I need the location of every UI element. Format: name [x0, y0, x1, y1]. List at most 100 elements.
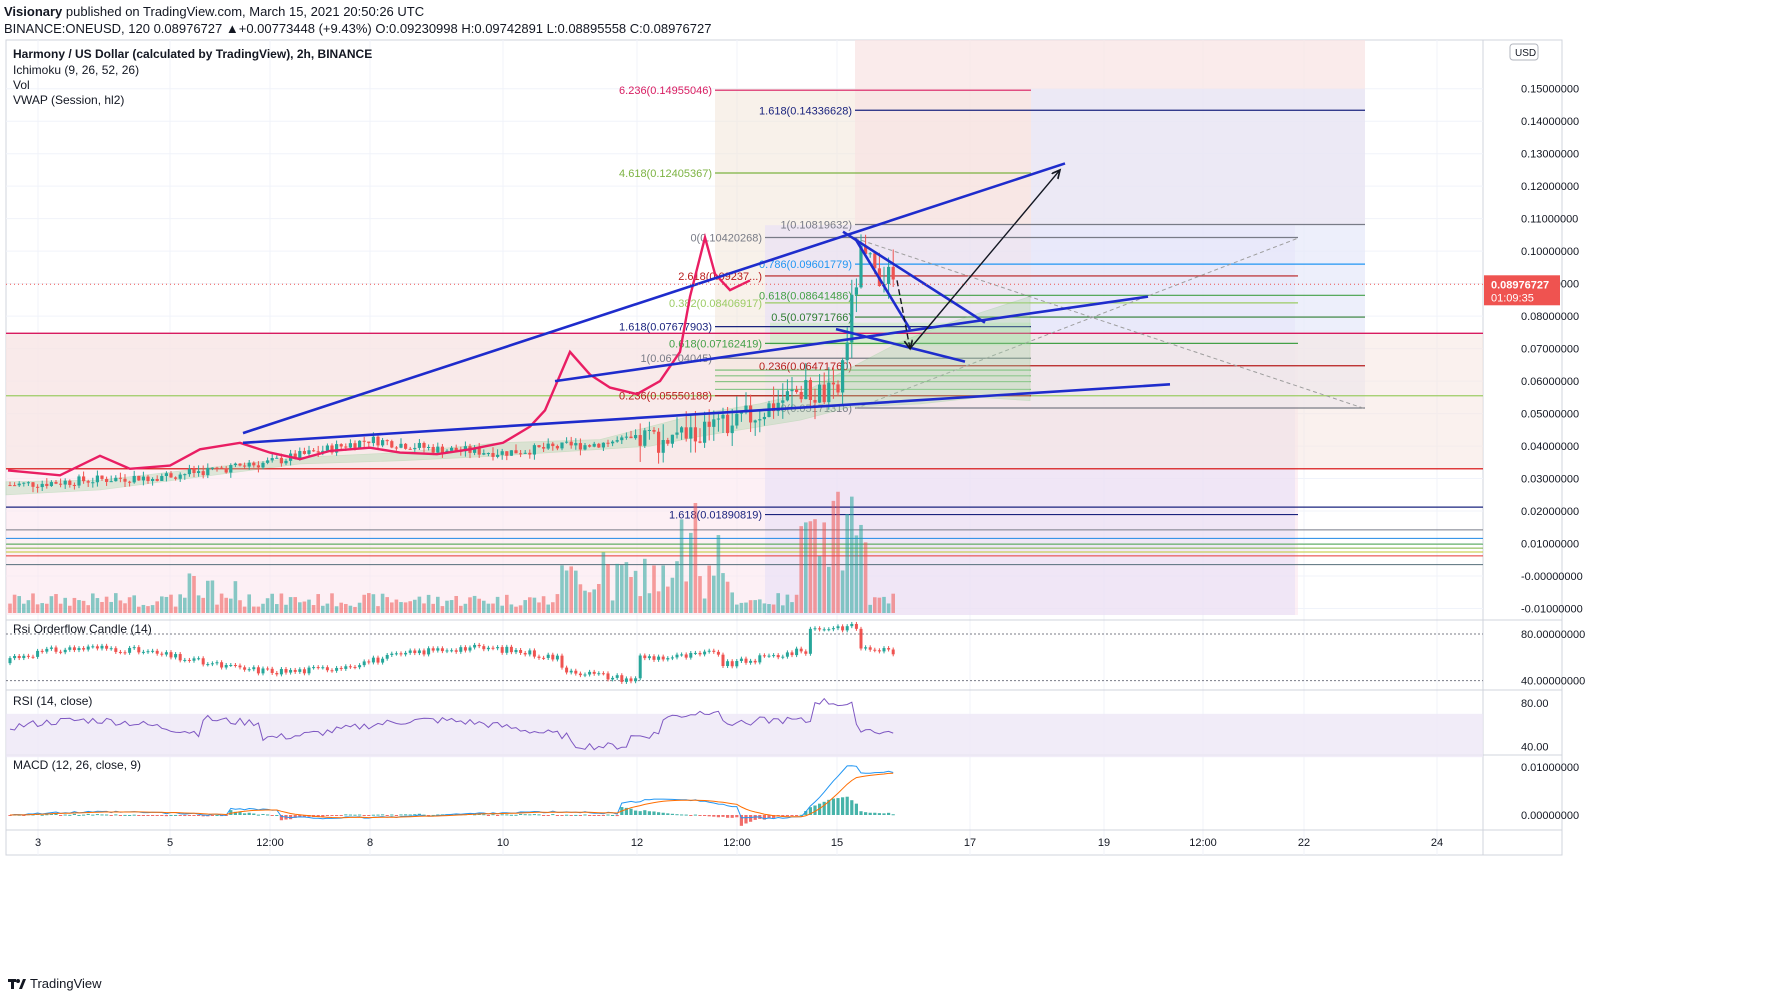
oscillator-candle [256, 665, 260, 676]
rsi-band [6, 713, 1483, 758]
macd-histogram-bar [302, 815, 306, 817]
volume-bar [845, 514, 849, 613]
oscillator-candle [141, 649, 145, 655]
pane-title: MACD (12, 26, close, 9) [13, 758, 141, 772]
volume-bar [330, 593, 334, 613]
oscillator-body [560, 655, 564, 668]
oscillator-candle [693, 650, 697, 656]
time-tick: 15 [831, 837, 843, 849]
volume-bar [702, 598, 707, 613]
oscillator-body [243, 667, 247, 670]
candle [128, 480, 132, 487]
candle [703, 411, 707, 448]
macd-histogram-bar [601, 815, 605, 816]
time-tick: 12:00 [256, 837, 284, 849]
oscillator-candle [417, 648, 421, 656]
candle [831, 367, 835, 399]
volume-bar [215, 604, 219, 613]
candle [339, 443, 343, 450]
current-price-label: 0.08976727 [1491, 279, 1549, 291]
author-name[interactable]: Visionary [4, 4, 63, 19]
candle-body [431, 446, 435, 453]
oscillator-candle [459, 645, 463, 654]
oscillator-candle [431, 646, 435, 653]
fib-label: 1.618(0.07677903) [619, 322, 712, 334]
macd-histogram-bar [316, 815, 320, 817]
candle-body [146, 476, 150, 482]
footer-brand[interactable]: TradingView [8, 976, 102, 991]
rsi-pane: RSI (14, close) 80.00 40.00 [6, 694, 1549, 758]
oscillator-candle [100, 643, 104, 651]
oscillator-candle [891, 647, 895, 657]
volume-bar [233, 581, 238, 613]
volume-bar [100, 601, 104, 613]
oscillator-body [519, 650, 523, 653]
oscillator-candle [302, 667, 306, 676]
oscillator-body [229, 664, 233, 666]
oscillator-body [790, 652, 794, 656]
volume-bar [541, 596, 546, 613]
volume-bar [173, 606, 178, 613]
macd-histogram-bar [454, 813, 458, 815]
candle [82, 471, 86, 484]
countdown-label: 01:09:35 [1491, 292, 1534, 304]
volume-bar [118, 600, 123, 613]
volume-bar [146, 606, 150, 613]
volume-bar [344, 603, 348, 613]
volume-bar [587, 592, 592, 613]
oscillator-body [141, 651, 145, 653]
macd-histogram-bar [726, 815, 730, 818]
oscillator-candle [408, 648, 412, 655]
macd-histogram-bar [496, 815, 500, 816]
arrow-down [896, 280, 910, 348]
macd-histogram-bar [532, 814, 536, 816]
macd-histogram-bar [666, 813, 670, 815]
volume-bar [169, 594, 173, 613]
macd-histogram-bar [762, 815, 766, 820]
candle [670, 434, 674, 448]
candle-body [749, 405, 753, 423]
candle [31, 481, 35, 493]
candle-body [266, 460, 270, 463]
volume-bar [449, 600, 454, 613]
oscillator-body [822, 629, 826, 631]
candle-body [781, 400, 785, 403]
volume-bar [693, 502, 698, 613]
trend-line [242, 383, 1171, 445]
candle-body [436, 446, 440, 453]
oscillator-candle [762, 653, 766, 658]
candle-body [371, 436, 375, 444]
oscillator-candle [275, 670, 279, 677]
volume-bar [592, 589, 596, 613]
oscillator-candle [385, 652, 389, 661]
volume-bar [394, 599, 399, 613]
volume-bar [426, 594, 431, 613]
oscillator-body [321, 667, 325, 669]
macd-histogram-bar [289, 815, 293, 820]
volume-bar [822, 522, 826, 613]
volume-bar [716, 535, 721, 613]
macd-histogram-bar [298, 815, 302, 818]
candle-body [26, 482, 30, 484]
oscillator-candle [8, 656, 12, 666]
oscillator-candle [744, 656, 748, 665]
oscillator-body [882, 648, 886, 652]
oscillator-candle [569, 668, 573, 675]
oscillator-body [169, 652, 173, 658]
publish-line: Visionary published on TradingView.com, … [4, 4, 424, 19]
candle [137, 475, 141, 481]
oscillator-body [555, 655, 559, 660]
volume-bar [81, 600, 86, 613]
volume-bar [753, 600, 757, 613]
oscillator-body [670, 657, 674, 659]
candle-body [141, 476, 145, 481]
candle-body [77, 476, 81, 486]
macd-histogram-bar [201, 815, 205, 817]
candle [795, 385, 799, 394]
oscillator-candle [192, 656, 196, 663]
oscillator-candle [390, 651, 394, 657]
oscillator-candle [174, 652, 178, 660]
oscillator-candle [206, 662, 210, 667]
price-tick: -0.01000000 [1521, 604, 1583, 616]
